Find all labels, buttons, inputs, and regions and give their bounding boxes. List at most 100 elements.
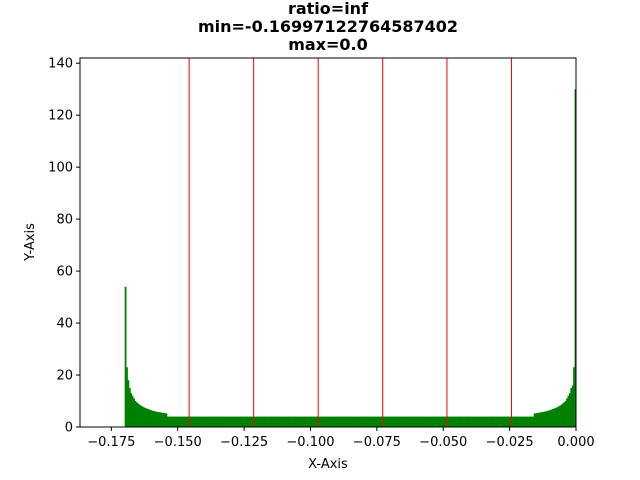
histogram-bar — [327, 416, 330, 427]
histogram-bar — [219, 416, 221, 427]
histogram-bar — [271, 416, 274, 427]
histogram-bar — [214, 416, 217, 427]
histogram-bar — [574, 89, 577, 427]
histogram-bar — [265, 416, 268, 427]
histogram-bar — [557, 406, 560, 427]
histogram-bar — [488, 416, 491, 427]
histogram-bar — [339, 416, 341, 427]
histogram-bar — [537, 412, 540, 427]
histogram-bar — [484, 416, 487, 427]
histogram-bar — [494, 416, 496, 427]
histogram-bar — [313, 416, 316, 427]
histogram-bar — [230, 416, 233, 427]
y-tick-label: 20 — [56, 369, 73, 384]
histogram-bar — [128, 388, 131, 427]
histogram-bar — [282, 416, 285, 427]
histogram-bar — [151, 410, 154, 427]
histogram-bar — [387, 416, 389, 427]
histogram-bar — [291, 416, 293, 427]
histogram-bar — [164, 413, 166, 427]
histogram-bar — [353, 416, 355, 427]
histogram-bar — [205, 416, 207, 427]
histogram-bar — [508, 416, 511, 427]
histogram-bar — [174, 416, 176, 427]
histogram-bar — [454, 416, 457, 427]
histogram-bar — [148, 409, 151, 427]
histogram-bar — [236, 416, 238, 427]
histogram-bar — [272, 416, 275, 427]
histogram-bar — [363, 416, 365, 427]
histogram-bar — [525, 416, 527, 427]
histogram-bar — [141, 406, 144, 427]
histogram-bar — [475, 416, 478, 427]
histogram-bar — [175, 416, 178, 427]
histogram-bar — [385, 416, 388, 427]
histogram-bar — [422, 416, 425, 427]
chart-title-line-3: max=0.0 — [288, 35, 368, 54]
histogram-bar — [303, 416, 306, 427]
histogram-bar — [126, 367, 128, 427]
histogram-bar — [135, 402, 138, 427]
histogram-bar — [377, 416, 379, 427]
histogram-bar — [145, 408, 148, 427]
histogram-bar — [206, 416, 209, 427]
histogram-bar — [243, 416, 245, 427]
histogram-bar — [319, 416, 322, 427]
histogram-bar — [209, 416, 212, 427]
x-axis-ticks: −0.175 −0.150 −0.125 −0.100 −0.075 −0.050 −0.0… — [87, 427, 595, 450]
histogram-bar — [190, 416, 193, 427]
chart-title-line-2: min=-0.16997122764587402 — [198, 17, 458, 36]
y-tick-label: 0 — [65, 421, 73, 436]
histogram-bar — [336, 416, 338, 427]
histogram-bar — [389, 416, 392, 427]
histogram-bar — [210, 416, 213, 427]
histogram-bar — [549, 410, 551, 427]
histogram-bar — [346, 416, 348, 427]
histogram-bar — [245, 416, 248, 427]
histogram-bar — [556, 407, 559, 427]
histogram-bar — [172, 416, 175, 427]
histogram-bar — [285, 416, 288, 427]
histogram-bar — [220, 416, 223, 427]
histogram-bar — [392, 416, 395, 427]
histogram-bar — [154, 411, 157, 427]
histogram-bar — [450, 416, 453, 427]
vertical-marker-lines — [188, 58, 512, 427]
histogram-bar — [298, 416, 300, 427]
histogram-bar — [229, 416, 231, 427]
histogram-bar — [237, 416, 240, 427]
histogram-bar — [143, 407, 145, 427]
histogram-bar — [277, 416, 279, 427]
histogram-bar — [195, 416, 197, 427]
histogram-bar — [566, 398, 568, 427]
histogram-bar — [296, 416, 299, 427]
histogram-bar — [544, 411, 547, 427]
histogram-bar — [487, 416, 489, 427]
histogram-bar — [293, 416, 296, 427]
histogram-bar — [573, 367, 575, 427]
histogram-bar — [169, 416, 172, 427]
histogram-bar — [302, 416, 305, 427]
histogram-bar — [425, 416, 427, 427]
plot-frame — [79, 57, 577, 428]
histogram-bar — [571, 385, 574, 427]
histogram-bar — [388, 416, 391, 427]
histogram-bar — [412, 416, 415, 427]
histogram-bar — [513, 416, 516, 427]
histogram-bar — [316, 416, 319, 427]
histogram-bar — [530, 416, 533, 427]
histogram-bar — [408, 416, 410, 427]
histogram-bar — [333, 416, 336, 427]
histogram-bar — [240, 416, 243, 427]
histogram-bar — [433, 416, 436, 427]
histogram-bar — [499, 416, 502, 427]
histogram-bar — [223, 416, 226, 427]
histogram-bar — [439, 416, 441, 427]
histogram-bar — [426, 416, 429, 427]
histogram-bar — [310, 416, 313, 427]
histogram-bar — [437, 416, 440, 427]
histogram-bar — [241, 416, 244, 427]
histogram-bar — [357, 416, 360, 427]
histogram-bar — [482, 416, 485, 427]
histogram-bar — [477, 416, 480, 427]
